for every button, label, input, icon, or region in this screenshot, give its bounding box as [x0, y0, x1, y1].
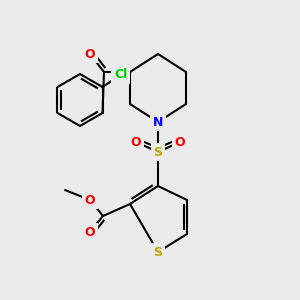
- Text: S: S: [154, 245, 163, 259]
- Text: O: O: [85, 194, 95, 206]
- Text: O: O: [175, 136, 185, 148]
- Text: O: O: [85, 226, 95, 238]
- Text: O: O: [85, 47, 95, 61]
- Text: Cl: Cl: [114, 68, 127, 82]
- Text: S: S: [154, 146, 163, 158]
- Text: N: N: [153, 116, 163, 128]
- Text: O: O: [131, 136, 141, 148]
